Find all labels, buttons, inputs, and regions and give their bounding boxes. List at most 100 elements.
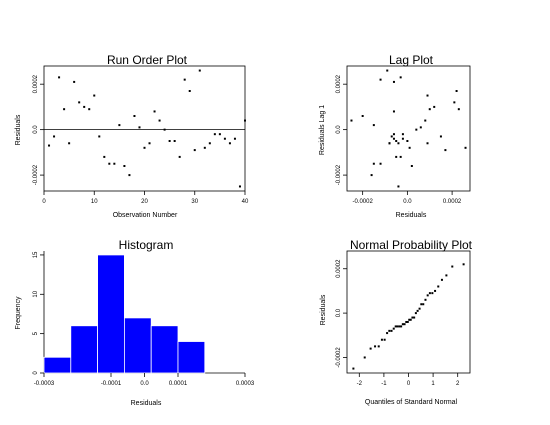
lag-point <box>397 185 400 188</box>
normal-probability-x-tick-label: -1 <box>381 381 387 387</box>
normal-probability-y-tick-label: 0.0002 <box>336 259 342 278</box>
histogram-bar <box>150 325 179 374</box>
normal-probability-point <box>392 327 395 330</box>
normal-probability-point <box>413 316 416 319</box>
lag-point <box>453 101 456 104</box>
run-order-x-tick-label: 40 <box>242 199 249 205</box>
normal-probability-point <box>405 320 408 323</box>
run-order-plot-area: 0 10 20 30 40 -0.0002 0.0 0.0002 <box>33 65 249 205</box>
normal-probability-point <box>431 292 434 295</box>
run-order-point <box>223 137 226 140</box>
run-order-point <box>68 142 71 145</box>
run-order-point <box>148 142 151 145</box>
run-order-point <box>83 105 86 108</box>
lag-title: Lag Plot <box>389 53 434 67</box>
histogram-plot-area: -0.0003 -0.0001 0.0 0.0001 0.0003 0 5 10 15 <box>33 251 255 387</box>
normal-probability-point <box>352 367 355 370</box>
normal-probability-point <box>363 356 366 359</box>
lag-point <box>419 126 422 129</box>
run-order-point <box>203 146 206 149</box>
lag-point <box>401 137 404 140</box>
lag-point <box>370 174 373 177</box>
run-order-point <box>173 140 176 142</box>
lag-point <box>361 115 364 117</box>
histogram-y-tick-label: 10 <box>33 290 39 297</box>
lag-point <box>399 155 402 158</box>
run-order-point <box>178 155 181 158</box>
normal-probability-frame <box>346 250 471 374</box>
run-order-point <box>93 94 96 97</box>
lag-point <box>415 128 418 131</box>
run-order-point <box>103 155 106 158</box>
run-order-point <box>244 119 246 122</box>
normal-probability-x-tick-label: 1 <box>431 381 435 387</box>
normal-probability-point <box>414 312 417 315</box>
histogram-bar <box>177 341 206 374</box>
lag-panel: Lag Plot Residuals Residuals Lag 1 -0.00… <box>319 53 471 219</box>
lag-point <box>390 135 393 138</box>
run-order-x-tick-label: 10 <box>91 199 98 205</box>
lag-point <box>401 133 404 136</box>
run-order-point <box>233 137 236 140</box>
lag-x-tick-label: 0.0002 <box>443 199 462 205</box>
normal-probability-x-tick-label: 2 <box>456 381 460 387</box>
lag-point <box>372 162 375 165</box>
histogram-bar <box>124 317 152 374</box>
normal-probability-point <box>398 325 401 328</box>
histogram-y-tick-label: 5 <box>33 331 39 335</box>
run-order-point <box>138 126 141 129</box>
run-order-point <box>133 115 136 117</box>
histogram-panel: Histogram Residuals Frequency -0.0003 -0.… <box>15 238 255 407</box>
lag-point <box>392 110 395 113</box>
lag-point <box>392 133 395 136</box>
lag-point <box>444 149 447 152</box>
lag-plot-area: -0.0002 0.0 0.0002 -0.0002 0.0 0.0002 <box>336 65 471 205</box>
run-order-point <box>238 185 241 188</box>
normal-probability-ylabel: Residuals <box>320 294 327 325</box>
run-order-point <box>143 146 146 149</box>
normal-probability-panel: Normal Probability Plot Quantiles of Sta… <box>320 238 473 406</box>
run-order-x-tick-label: 20 <box>141 199 148 205</box>
histogram-bar <box>97 254 125 374</box>
run-order-frame <box>43 65 246 192</box>
lag-point <box>410 165 413 167</box>
run-order-point <box>228 142 231 145</box>
run-order-xlabel: Observation Number <box>113 212 178 219</box>
run-order-point <box>128 174 131 177</box>
normal-probability-y-tick-label: 0.0 <box>336 308 342 317</box>
normal-probability-point <box>445 274 448 277</box>
histogram-x-tick-label: 0.0 <box>140 381 149 387</box>
normal-probability-point <box>440 278 443 281</box>
normal-probability-point <box>437 285 440 288</box>
histogram-ylabel: Frequency <box>15 296 22 330</box>
normal-probability-x-tick-label: 0 <box>407 381 411 387</box>
lag-point <box>439 135 442 138</box>
lag-y-tick-label: 0.0 <box>336 125 342 134</box>
normal-probability-point <box>377 345 380 348</box>
normal-probability-point <box>406 320 409 323</box>
normal-probability-point <box>374 345 377 348</box>
run-order-panel: Run Order Plot Observation Number Residu… <box>15 53 249 219</box>
run-order-point <box>118 124 121 127</box>
lag-point <box>399 76 402 79</box>
lag-frame <box>346 65 471 192</box>
run-order-point <box>53 135 56 138</box>
run-order-point <box>48 144 51 147</box>
normal-probability-point <box>400 325 403 328</box>
lag-point <box>433 105 436 108</box>
histogram-y-tick-label: 15 <box>33 251 39 258</box>
run-order-y-tick-label: 0.0002 <box>33 74 39 93</box>
lag-point <box>397 142 400 145</box>
lag-y-tick-label: 0.0002 <box>336 74 342 93</box>
normal-probability-point <box>409 318 412 321</box>
lag-point <box>379 162 382 165</box>
run-order-y-tick-label: -0.0002 <box>33 164 39 185</box>
normal-probability-xlabel: Quantiles of Standard Normal <box>365 399 458 406</box>
normal-probability-point <box>428 292 431 295</box>
normal-probability-point <box>422 303 425 306</box>
run-order-point <box>218 133 221 136</box>
run-order-point <box>123 165 126 167</box>
run-order-point <box>188 90 191 92</box>
run-order-point <box>208 142 211 145</box>
